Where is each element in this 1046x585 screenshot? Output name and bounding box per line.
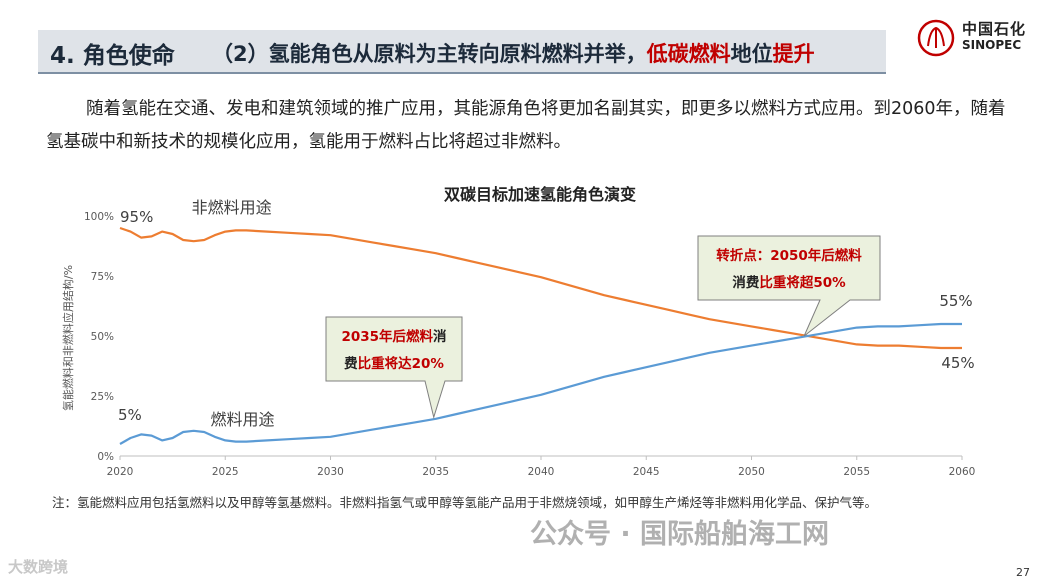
x-tick-label: 2060 xyxy=(949,466,976,478)
logo-english-name: SINOPEC xyxy=(962,38,1022,52)
callout-turning-point-text-span: 燃料 xyxy=(835,247,863,264)
data-label-end-nonfuel: 45% xyxy=(941,354,974,372)
intro-paragraph: 随着氢能在交通、发电和建筑领域的推广应用，其能源角色将更加名副其实，即更多以燃料… xyxy=(46,99,1006,152)
series-label-nonfuel: 非燃料用途 xyxy=(192,198,272,217)
title-part-2: 地位 xyxy=(730,42,773,66)
callout-2035-text-span: 燃料 xyxy=(406,328,433,345)
x-tick-label: 2025 xyxy=(212,466,239,478)
y-tick-label: 75% xyxy=(91,271,114,283)
callout-turning-point-text-span: 比重将超50% xyxy=(759,274,846,291)
callout-2035-text-span: 2035年后 xyxy=(341,328,406,345)
data-label-end-fuel: 55% xyxy=(939,292,972,310)
watermark-left: 大数跨境 xyxy=(8,558,69,576)
x-tick-label: 2055 xyxy=(843,466,870,478)
x-tick-label: 2040 xyxy=(528,466,555,478)
y-tick-label: 50% xyxy=(91,331,114,343)
x-tick-label: 2020 xyxy=(107,466,134,478)
callout-turning-point-box xyxy=(697,235,881,337)
callout-2035-text-span: 费 xyxy=(344,355,358,372)
x-tick-label: 2045 xyxy=(633,466,660,478)
y-tick-label: 25% xyxy=(91,391,114,403)
header-band xyxy=(38,30,886,74)
callout-turning-point-line-1: 转折点：2050年后燃料 xyxy=(716,247,862,264)
x-tick-label: 2050 xyxy=(738,466,765,478)
callout-turning-point-text-span: 转折点：2050年后 xyxy=(716,247,835,264)
callout-2035-line-2: 费比重将达20% xyxy=(344,355,444,372)
callout-2035-box xyxy=(325,316,463,420)
x-tick-label: 2030 xyxy=(317,466,344,478)
chart-series-layer xyxy=(119,226,962,445)
slide-title: （2）氢能角色从原料为主转向原料燃料并举，低碳燃料地位提升 xyxy=(212,38,815,68)
series-line-1 xyxy=(119,226,962,350)
series-line-2 xyxy=(119,322,962,445)
chart-y-axis-label: 氢能燃料和非燃料应用结构/% xyxy=(61,265,75,411)
series-label-fuel: 燃料用途 xyxy=(211,410,275,429)
page-number: 27 xyxy=(1016,566,1030,579)
chart-title: 双碳目标加速氢能角色演变 xyxy=(444,185,636,204)
title-part-1: （2）氢能角色从原料为主转向原料燃料并举， xyxy=(212,42,647,66)
callout-2035-text-span: 消 xyxy=(433,328,447,345)
y-tick-label: 0% xyxy=(97,451,114,463)
sinopec-logo-icon xyxy=(917,19,955,57)
data-label-start-fuel: 5% xyxy=(118,406,142,424)
callout-turning-point-line-2: 消费比重将超50% xyxy=(732,274,846,291)
title-highlight-2: 提升 xyxy=(772,42,815,66)
callout-2035-text-span: 比重将达20% xyxy=(358,355,445,372)
chart-axes: 2020 2025 2030 2035 2040 2045 2050 2055 2060 0% 25… xyxy=(84,211,975,478)
callout-turning-point-text-span: 消费 xyxy=(732,274,760,291)
watermark-right: 公众号 · 国际船舶海工网 xyxy=(530,519,830,550)
data-label-start-nonfuel: 95% xyxy=(120,208,153,226)
title-highlight-1: 低碳燃料 xyxy=(646,42,731,66)
y-tick-label: 100% xyxy=(84,211,114,223)
x-tick-label: 2035 xyxy=(422,466,449,478)
footnote: 注：氢能燃料应用包括氢燃料以及甲醇等氢基燃料。非燃料指氢气或甲醇等氢能产品用于非… xyxy=(52,495,878,510)
logo-chinese-name: 中国石化 xyxy=(962,20,1027,38)
callout-2035-line-1: 2035年后燃料消 xyxy=(341,328,447,345)
section-label: 4. 角色使命 xyxy=(50,43,175,69)
